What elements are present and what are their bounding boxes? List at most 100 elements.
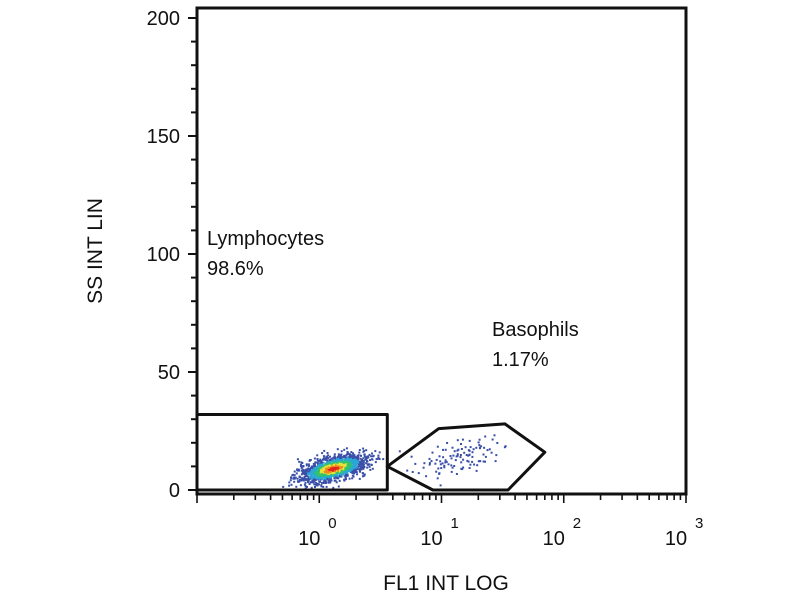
event-dot — [352, 459, 355, 461]
event-dot — [323, 449, 326, 452]
event-dot — [358, 465, 361, 468]
event-dot — [336, 475, 339, 478]
event-dot — [477, 460, 480, 463]
event-dot — [314, 483, 317, 486]
event-dot — [336, 465, 339, 468]
event-dot — [320, 459, 323, 462]
event-dot — [348, 456, 351, 459]
event-dot — [340, 453, 343, 456]
event-dot — [337, 476, 340, 479]
event-dot — [315, 482, 318, 484]
event-dot — [320, 473, 323, 476]
event-dot — [329, 458, 332, 461]
event-dot — [300, 463, 302, 466]
event-dot — [320, 466, 323, 469]
event-dot — [351, 454, 354, 457]
event-dot — [312, 465, 315, 468]
event-dot — [382, 458, 385, 461]
event-dot — [310, 470, 313, 473]
event-dot — [338, 460, 341, 463]
event-dot — [341, 465, 344, 468]
event-dot — [337, 453, 340, 456]
event-dot — [468, 467, 471, 469]
event-dot — [336, 463, 339, 466]
event-dot — [341, 471, 344, 474]
event-dot — [321, 478, 324, 481]
event-dot — [456, 439, 459, 442]
event-dot — [342, 460, 345, 463]
event-dot — [293, 477, 296, 480]
event-dot — [428, 457, 431, 460]
event-dot — [486, 449, 489, 452]
event-dot — [330, 479, 333, 482]
event-dot — [356, 454, 359, 457]
event-dot — [322, 482, 325, 485]
event-dot — [352, 452, 354, 455]
y-axis: 0 50 100 150 200 — [147, 8, 197, 502]
event-dot — [296, 469, 299, 472]
event-dot — [460, 448, 463, 450]
event-dot — [377, 454, 380, 457]
event-dot — [484, 435, 487, 438]
event-dot — [309, 475, 312, 478]
event-dot — [337, 457, 340, 460]
event-dot — [468, 449, 471, 452]
event-dot — [317, 468, 320, 471]
event-dot — [335, 476, 338, 479]
event-dot — [322, 485, 325, 488]
event-dot — [326, 459, 329, 462]
event-dot — [353, 468, 356, 471]
x-tick-exponent: 1 — [451, 515, 459, 532]
event-dot — [450, 464, 453, 467]
event-dot — [462, 458, 465, 461]
event-dot — [336, 469, 339, 472]
event-dot — [477, 441, 480, 444]
event-dot — [319, 461, 322, 464]
event-dot — [333, 472, 336, 475]
event-dot — [331, 474, 334, 477]
x-tick-label: 10 — [420, 528, 442, 550]
event-dot — [311, 470, 314, 473]
event-dot — [483, 446, 486, 449]
event-dot — [437, 467, 440, 470]
event-dot — [356, 457, 358, 460]
event-dot — [476, 464, 479, 467]
lymphocytes-percent: 98.6% — [207, 258, 264, 280]
event-dot — [312, 481, 315, 484]
event-dot — [469, 463, 472, 466]
event-dot — [315, 465, 318, 468]
event-dot — [359, 463, 362, 465]
basophils-percent: 1.17% — [492, 349, 549, 371]
event-dot — [336, 459, 339, 462]
event-dot — [302, 470, 305, 473]
event-dot — [371, 452, 373, 455]
event-dot — [333, 459, 335, 462]
event-dot — [304, 485, 307, 488]
event-dot — [332, 456, 335, 459]
event-dot — [326, 456, 329, 459]
event-dot — [454, 459, 457, 462]
event-dot — [301, 479, 303, 481]
event-dot — [303, 475, 306, 478]
event-dot — [358, 469, 361, 472]
event-dot — [282, 485, 285, 488]
event-dot — [316, 454, 319, 457]
event-dot — [319, 458, 322, 461]
event-dot — [308, 478, 311, 481]
event-dot — [346, 472, 349, 474]
event-dot — [346, 451, 349, 453]
event-dot — [327, 454, 330, 457]
event-dot — [471, 460, 474, 463]
event-dot — [434, 462, 437, 465]
event-dot — [333, 467, 336, 470]
event-dot — [340, 462, 343, 465]
event-dot — [310, 476, 313, 478]
event-dot — [290, 483, 293, 486]
event-dot — [374, 461, 377, 464]
event-dot — [355, 464, 357, 466]
event-dot — [352, 475, 355, 478]
event-dot — [333, 455, 336, 458]
event-dot — [352, 469, 355, 472]
event-dot — [325, 471, 328, 474]
event-dot — [332, 462, 335, 465]
